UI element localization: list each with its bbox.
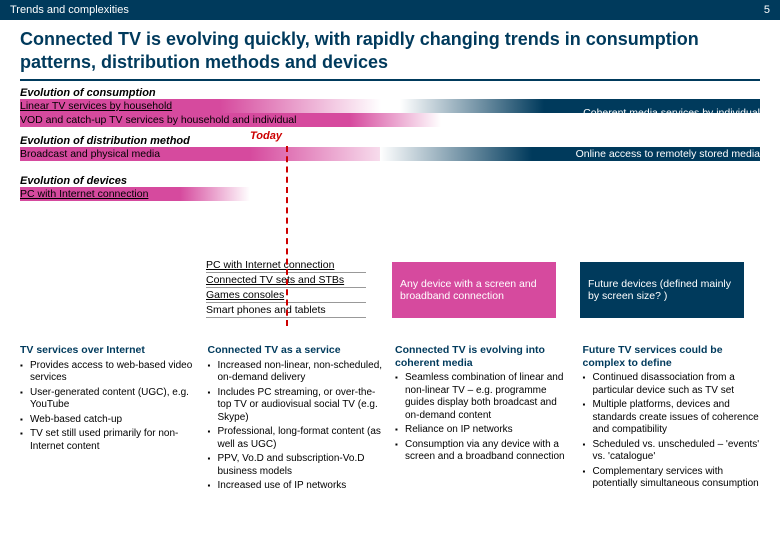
list-item: Professional, long-format content (as we… xyxy=(218,426,386,451)
distribution-row: Broadcast and physical media Online acce… xyxy=(20,147,760,161)
section-distribution-label: Evolution of distribution method xyxy=(0,133,780,147)
devices-row: PC with Internet connection xyxy=(20,187,760,201)
list-item: Increased use of IP networks xyxy=(218,480,386,493)
list-item: Scheduled vs. unscheduled – 'events' vs.… xyxy=(593,439,761,464)
list-item: Reliance on IP networks xyxy=(405,424,573,437)
list-item: Provides access to web-based video servi… xyxy=(30,360,198,385)
list-item: Continued disassociation from a particul… xyxy=(593,372,761,397)
distribution-left: Broadcast and physical media xyxy=(20,147,160,161)
list-item: Complementary services with potentially … xyxy=(593,466,761,491)
col-2: Connected TV is evolving into coherent m… xyxy=(395,344,573,495)
consumption-row2-left: VOD and catch-up TV services by househol… xyxy=(20,113,296,127)
col-0-heading: TV services over Internet xyxy=(20,344,198,357)
section-consumption-label: Evolution of consumption xyxy=(0,85,780,99)
list-item: TV set still used primarily for non-Inte… xyxy=(30,428,198,453)
device-mid-box: Any device with a screen and broadband c… xyxy=(392,262,556,318)
consumption-right: Coherent media services by individual xyxy=(583,106,760,120)
col-1: Connected TV as a service Increased non-… xyxy=(208,344,386,495)
header-title: Trends and complexities xyxy=(10,4,129,16)
list-item: Includes PC streaming, or over-the-top T… xyxy=(218,387,386,425)
list-item: Multiple platforms, devices and standard… xyxy=(593,399,761,437)
today-label: Today xyxy=(250,130,282,142)
consumption-row-1: Linear TV services by household Coherent… xyxy=(20,99,760,113)
list-item: PPV, Vo.D and subscription-Vo.D business… xyxy=(218,453,386,478)
devices-left: PC with Internet connection xyxy=(20,187,148,201)
col-1-heading: Connected TV as a service xyxy=(208,344,386,357)
list-item: Seamless combination of linear and non-l… xyxy=(405,372,573,422)
distribution-right: Online access to remotely stored media xyxy=(576,147,760,161)
page-title: Connected TV is evolving quickly, with r… xyxy=(0,20,780,79)
col-2-heading: Connected TV is evolving into coherent m… xyxy=(395,344,573,369)
col-2-list: Seamless combination of linear and non-l… xyxy=(395,372,573,464)
columns: TV services over Internet Provides acces… xyxy=(0,344,780,495)
col-3-list: Continued disassociation from a particul… xyxy=(583,372,761,491)
header-bar: Trends and complexities 5 xyxy=(0,0,780,20)
device-future-text: Future devices (defined mainly by screen… xyxy=(588,278,736,302)
list-item: Web-based catch-up xyxy=(30,414,198,427)
device-mid-text: Any device with a screen and broadband c… xyxy=(400,278,548,302)
section-devices-label: Evolution of devices xyxy=(0,173,780,187)
col-1-list: Increased non-linear, non-scheduled, on-… xyxy=(208,360,386,493)
title-divider xyxy=(20,79,760,81)
col-0: TV services over Internet Provides acces… xyxy=(20,344,198,495)
page-number: 5 xyxy=(764,4,770,16)
col-3-heading: Future TV services could be complex to d… xyxy=(583,344,761,369)
col-0-list: Provides access to web-based video servi… xyxy=(20,360,198,454)
list-item: User-generated content (UGC), e.g. YouTu… xyxy=(30,387,198,412)
today-marker-line xyxy=(286,146,288,326)
list-item: Consumption via any device with a screen… xyxy=(405,439,573,464)
consumption-row1-left: Linear TV services by household xyxy=(20,99,172,113)
col-3: Future TV services could be complex to d… xyxy=(583,344,761,495)
device-future-box: Future devices (defined mainly by screen… xyxy=(580,262,744,318)
list-item: Increased non-linear, non-scheduled, on-… xyxy=(218,360,386,385)
